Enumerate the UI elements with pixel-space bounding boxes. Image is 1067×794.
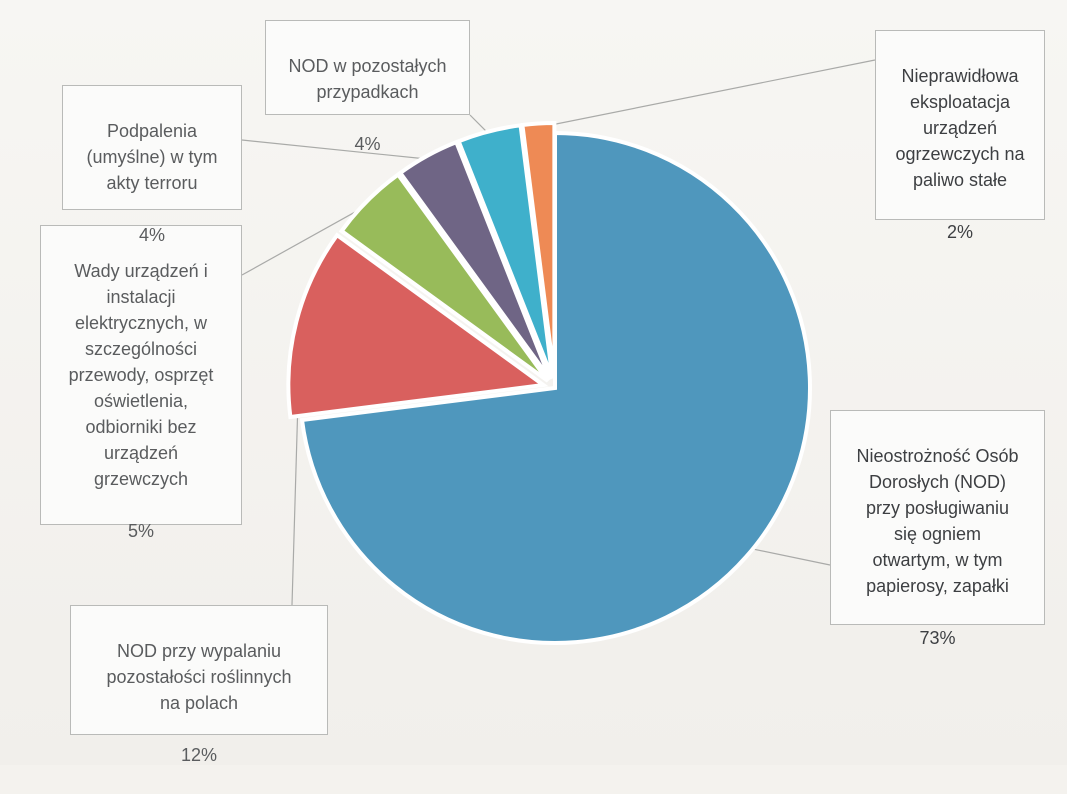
pie-chart: Nieostrożność Osób Dorosłych (NOD) przy … xyxy=(0,0,1067,765)
leader-line-electrical-defects xyxy=(241,202,371,276)
pie-chart-canvas xyxy=(241,59,876,645)
data-label-field-burning: NOD przy wypalaniu pozostałości roślinny… xyxy=(70,605,328,765)
data-label-text: NOD w pozostałych przypadkach xyxy=(288,56,447,102)
data-label-text: Podpalenia (umyślne) w tym akty terroru xyxy=(86,121,218,193)
pie-slices xyxy=(286,121,812,645)
data-label-percent: 4% xyxy=(354,134,381,154)
data-label-percent: 5% xyxy=(127,521,154,541)
data-label-text: NOD przy wypalaniu pozostałości roślinny… xyxy=(106,641,292,713)
leader-line-solid-fuel-heaters xyxy=(538,59,876,129)
data-label-nod-open-fire: Nieostrożność Osób Dorosłych (NOD) przy … xyxy=(830,410,1045,648)
data-label-nod-other: NOD w pozostałych przypadkach 4% xyxy=(265,20,470,154)
pie-slice-electrical-defects xyxy=(338,171,550,383)
data-label-percent: 73% xyxy=(919,628,956,648)
pie-slice-solid-fuel-heaters xyxy=(520,121,557,379)
data-label-percent: 12% xyxy=(180,745,218,765)
data-label-percent: 4% xyxy=(138,225,165,245)
pie-slice-nod-open-fire xyxy=(299,130,812,645)
pie-slice-field-burning xyxy=(286,232,549,420)
data-label-electrical-defects: Wady urządzeń i instalacji elektrycznych… xyxy=(40,225,242,541)
data-label-arson: Podpalenia (umyślne) w tym akty terroru … xyxy=(62,85,242,245)
data-label-text: Nieostrożność Osób Dorosłych (NOD) przy … xyxy=(856,446,1019,596)
leader-line-arson xyxy=(241,139,430,160)
data-label-solid-fuel-heaters: Nieprawidłowa eksploatacja urządzeń ogrz… xyxy=(875,30,1045,242)
data-label-text: Nieprawidłowa eksploatacja urządzeń ogrz… xyxy=(895,66,1025,190)
data-label-text: Wady urządzeń i instalacji elektrycznych… xyxy=(68,261,214,489)
data-label-percent: 2% xyxy=(946,222,973,242)
pie-slice-arson xyxy=(397,139,553,381)
